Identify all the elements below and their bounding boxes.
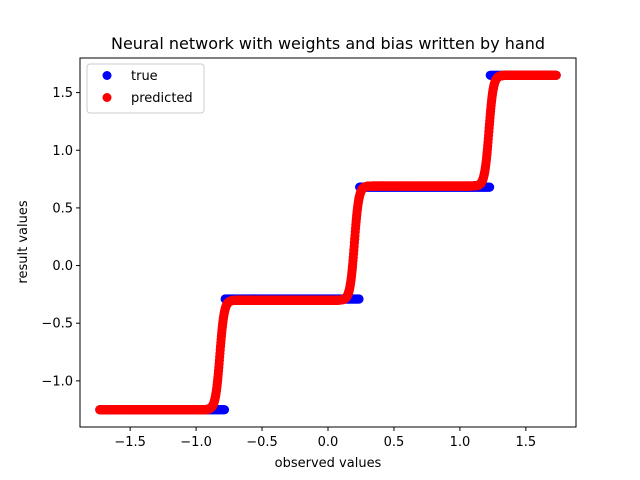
x-tick-label: −1.5 bbox=[114, 435, 146, 450]
y-tick-label: 0.0 bbox=[52, 259, 73, 274]
series-predicted bbox=[95, 70, 561, 415]
true-point bbox=[485, 182, 495, 192]
chart-title: Neural network with weights and bias wri… bbox=[111, 34, 545, 53]
predicted-point bbox=[551, 70, 561, 80]
legend-label-predicted: predicted bbox=[131, 91, 193, 106]
plot-area bbox=[95, 70, 561, 415]
y-axis-ticks: −1.0 −0.5 0.0 0.5 1.0 1.5 bbox=[41, 86, 80, 389]
y-tick-label: 0.5 bbox=[52, 201, 73, 216]
y-tick-label: 1.5 bbox=[52, 86, 73, 101]
true-point bbox=[219, 405, 230, 415]
y-axis-label: result values bbox=[16, 200, 31, 283]
x-tick-label: 1.0 bbox=[450, 435, 471, 450]
legend-marker-true bbox=[102, 71, 112, 80]
legend-marker-predicted bbox=[102, 93, 112, 102]
x-tick-label: 1.5 bbox=[516, 435, 537, 450]
x-tick-label: −1.0 bbox=[180, 435, 212, 450]
y-tick-label: −0.5 bbox=[41, 317, 73, 332]
legend-box bbox=[86, 63, 205, 114]
x-axis-label: observed values bbox=[275, 456, 382, 471]
x-tick-label: 0.0 bbox=[318, 435, 339, 450]
true-point bbox=[354, 294, 364, 304]
legend: true predicted bbox=[86, 63, 205, 114]
y-tick-label: −1.0 bbox=[41, 374, 73, 389]
y-tick-label: 1.0 bbox=[52, 144, 73, 159]
x-tick-label: 0.5 bbox=[384, 435, 405, 450]
x-tick-label: −0.5 bbox=[246, 435, 278, 450]
x-axis-ticks: −1.5 −1.0 −0.5 0.0 0.5 1.0 1.5 bbox=[114, 427, 536, 450]
legend-label-true: true bbox=[131, 69, 158, 84]
